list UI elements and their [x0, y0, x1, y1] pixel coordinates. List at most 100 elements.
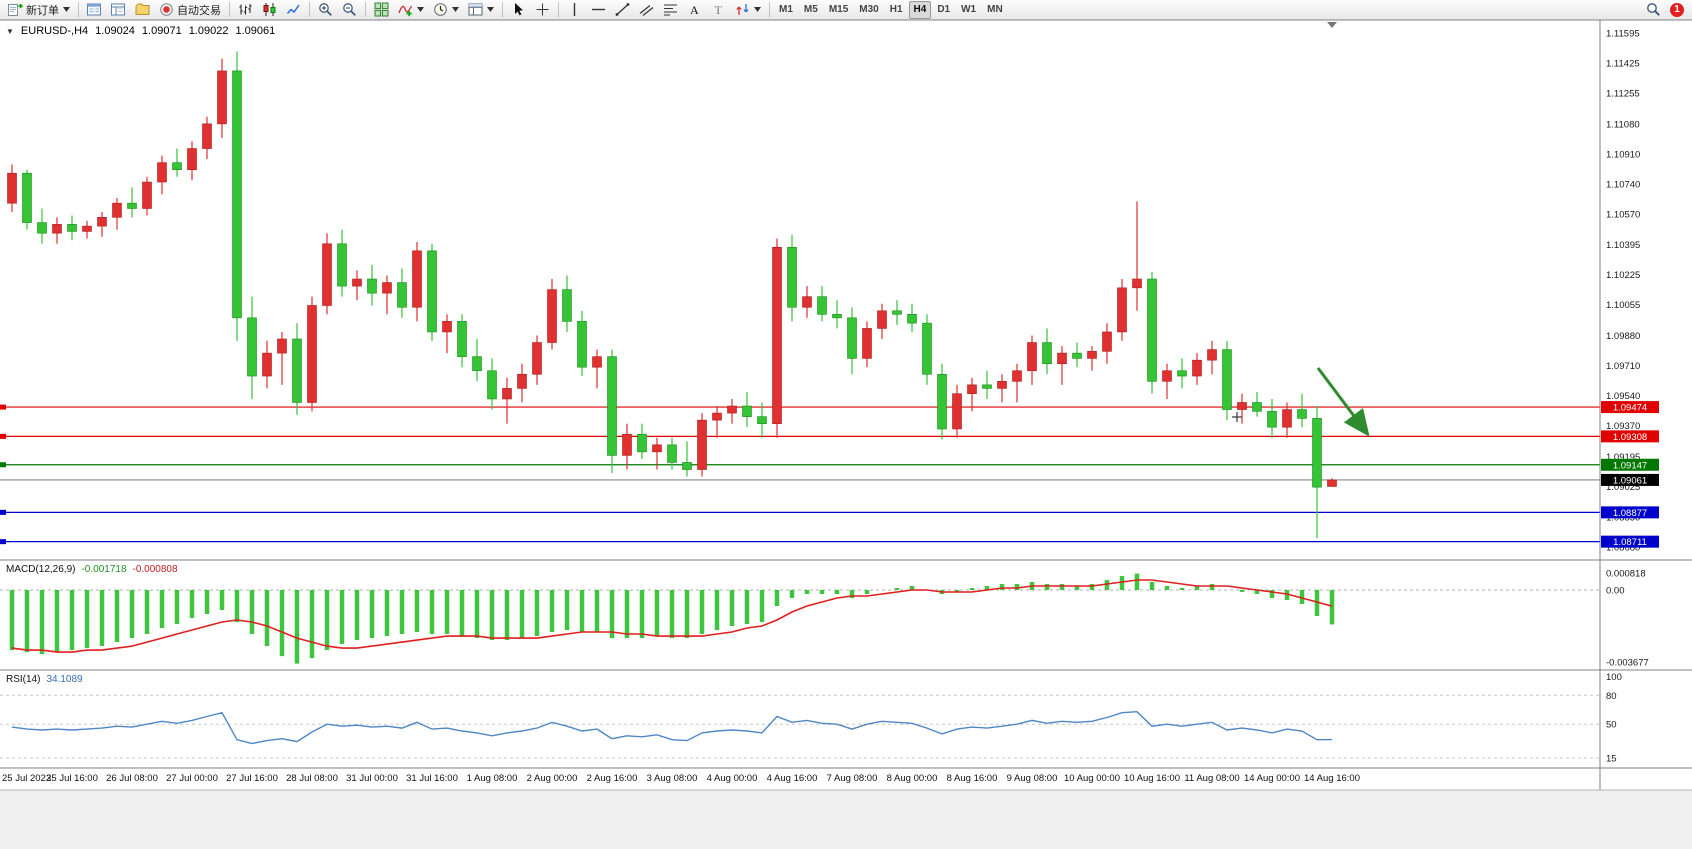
zoom-in-button[interactable]	[314, 0, 337, 20]
crosshair-button[interactable]	[531, 0, 554, 20]
candle-body	[1057, 352, 1067, 364]
symbol-period-label: EURUSD-,H4	[20, 25, 89, 37]
candle-body	[97, 217, 107, 227]
label-icon: T	[711, 2, 726, 17]
candle-body	[37, 222, 47, 234]
tile-windows-button[interactable]	[370, 0, 393, 20]
timeframe-m30-button[interactable]: M30	[859, 4, 879, 15]
line-chart-button[interactable]	[282, 0, 305, 20]
timeframe-d1-button[interactable]: D1	[937, 4, 951, 15]
candle-body	[1252, 402, 1262, 412]
candle-body	[322, 243, 332, 306]
search-button[interactable]	[1642, 0, 1665, 20]
svg-text:1.09195: 1.09195	[1606, 452, 1640, 463]
svg-text:9 Aug 08:00: 9 Aug 08:00	[1007, 773, 1058, 784]
data-window-button[interactable]	[107, 0, 130, 20]
svg-text:31 Jul 16:00: 31 Jul 16:00	[406, 773, 458, 784]
toolbar-separator	[769, 2, 770, 17]
vertical-line-button[interactable]	[563, 0, 586, 20]
toolbar-separator	[502, 2, 503, 17]
candle-body	[877, 310, 887, 329]
candle-body	[697, 419, 707, 470]
candle-body	[817, 296, 827, 315]
candle-body	[1207, 349, 1217, 361]
line-left-handle[interactable]	[0, 404, 6, 410]
indicators-icon	[398, 2, 413, 17]
trend-arrow-annotation[interactable]	[1316, 367, 1370, 437]
text-label-button[interactable]: T	[707, 0, 730, 20]
timeframe-m5-button[interactable]: M5	[803, 4, 818, 15]
candle-body	[307, 305, 317, 403]
svg-text:1.09147: 1.09147	[1613, 460, 1647, 471]
candle-body	[607, 356, 617, 456]
navigator-button[interactable]	[131, 0, 154, 20]
trendline-icon	[615, 2, 630, 17]
candle-body	[982, 384, 992, 389]
timeframe-h4-button[interactable]: H4	[908, 0, 932, 19]
navigator-icon	[135, 2, 150, 17]
line-left-handle[interactable]	[0, 433, 6, 439]
arrows-button[interactable]	[731, 0, 765, 20]
down-arrow-icon[interactable]	[1316, 367, 1370, 437]
candle-body	[7, 172, 17, 204]
text-button[interactable]: A	[683, 0, 706, 20]
svg-text:3 Aug 08:00: 3 Aug 08:00	[647, 773, 698, 784]
candle-body	[187, 148, 197, 170]
new-order-button-label: 新订单	[26, 4, 59, 17]
close-value: 1.09061	[235, 25, 276, 37]
candle-body	[622, 433, 632, 456]
notification-badge[interactable]: 1	[1670, 2, 1684, 17]
hline-icon	[591, 2, 606, 17]
rsi-panel: 100 80 50 15	[0, 672, 1622, 764]
candle-body	[847, 317, 857, 359]
timeframe-w1-button[interactable]: W1	[961, 4, 977, 15]
fibo-icon	[663, 2, 678, 17]
svg-text:-0.003677: -0.003677	[1606, 658, 1649, 669]
candlestick-chart-button[interactable]	[258, 0, 281, 20]
crosshair-icon	[535, 2, 550, 17]
line-left-handle[interactable]	[0, 462, 6, 468]
candle-body	[232, 70, 242, 319]
cursor-button[interactable]	[507, 0, 530, 20]
timeframe-m15-button[interactable]: M15	[828, 4, 849, 15]
zoom-out-button[interactable]	[338, 0, 361, 20]
chart-shift-marker-icon[interactable]	[1327, 22, 1337, 28]
equidistant-channel-button[interactable]	[635, 0, 658, 20]
candle-body	[577, 321, 587, 368]
auto-trading-icon	[159, 2, 174, 17]
candle-body	[637, 433, 647, 453]
candle-body	[1192, 359, 1202, 377]
periods-button[interactable]	[429, 0, 463, 20]
line-left-handle[interactable]	[0, 509, 6, 515]
timeframe-m1-button[interactable]: M1	[779, 4, 793, 15]
candle-body	[382, 282, 392, 294]
svg-text:25 Jul 2023: 25 Jul 2023	[2, 773, 51, 784]
svg-text:1.10910: 1.10910	[1606, 149, 1640, 160]
line-left-handle[interactable]	[0, 539, 6, 545]
new-order-button[interactable]: 新订单	[4, 0, 74, 20]
arrows-icon	[735, 2, 750, 17]
cross-marker	[1232, 412, 1242, 422]
svg-text:10 Aug 00:00: 10 Aug 00:00	[1064, 773, 1120, 784]
dropdown-caret-icon	[63, 7, 70, 12]
svg-text:25 Jul 16:00: 25 Jul 16:00	[46, 773, 98, 784]
rsi-title: RSI(14)	[6, 674, 41, 685]
trendline-button[interactable]	[611, 0, 634, 20]
timeframe-h1-button[interactable]: H1	[889, 4, 903, 15]
market-watch-button[interactable]	[83, 0, 106, 20]
dropdown-caret-icon	[452, 7, 459, 12]
candle-body	[157, 162, 167, 183]
fibonacci-button[interactable]	[659, 0, 682, 20]
templates-button[interactable]	[464, 0, 498, 20]
svg-text:A: A	[690, 3, 699, 17]
horizontal-line-button[interactable]	[587, 0, 610, 20]
indicators-list-button[interactable]	[394, 0, 428, 20]
horizontal-level-lines[interactable]	[0, 404, 1600, 545]
auto-trading-button[interactable]: 自动交易	[155, 0, 225, 20]
one-click-collapse-icon[interactable]: ▼	[6, 26, 14, 36]
timeframe-mn-button[interactable]: MN	[987, 4, 1003, 15]
bar-chart-button[interactable]	[234, 0, 257, 20]
candle-body	[22, 172, 32, 223]
candle-body	[367, 278, 377, 294]
